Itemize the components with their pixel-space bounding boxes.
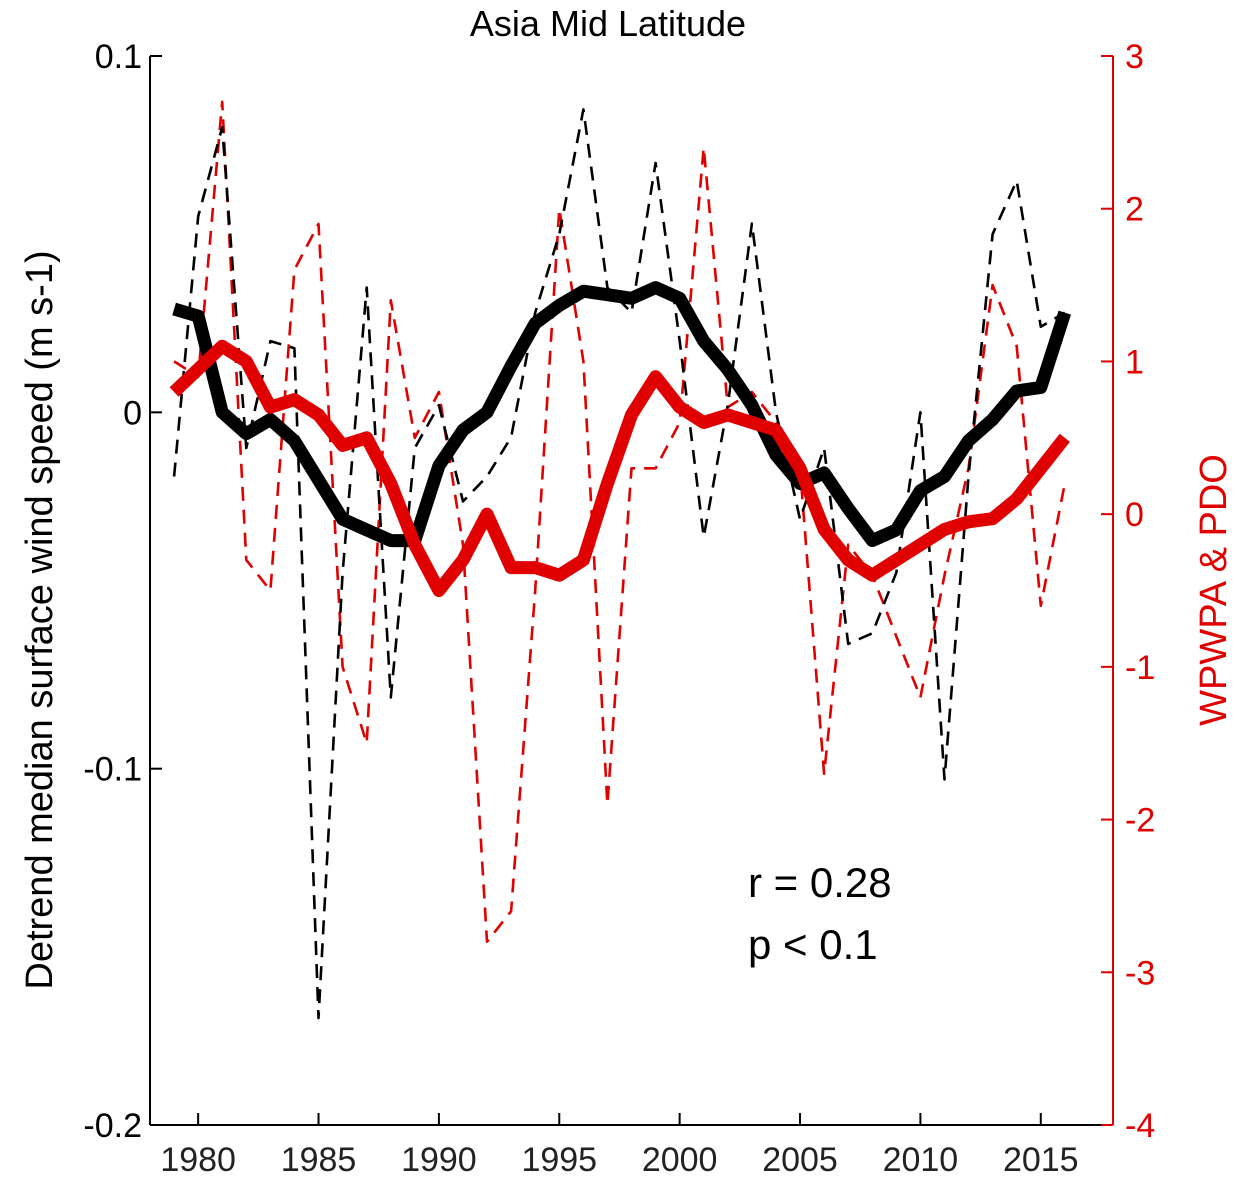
series-line-right-solid-thick (169, 339, 1070, 597)
right-y-tick-label: -4 (1125, 1107, 1155, 1145)
chart-title: Asia Mid Latitude (470, 3, 746, 44)
left-y-tick-label: 0 (123, 394, 142, 432)
right-axis-label: WPWPA & PDO (1193, 454, 1235, 726)
left-y-tick-label: 0.1 (95, 38, 142, 76)
x-tick-label: 1980 (160, 1141, 236, 1179)
right-y-tick-label: -1 (1125, 649, 1155, 687)
left-axis-label: Detrend median surface wind speed (m s-1… (19, 250, 61, 989)
annotation-r: r = 0.28 (748, 859, 892, 906)
x-tick-label: 2000 (642, 1141, 718, 1179)
axes: 0.1 0 -0.1 -0.2 3 2 1 0 -1 -2 -3 -4 1980 1985 1990 1995… (83, 38, 1155, 1179)
right-y-tick-label: -2 (1125, 802, 1155, 840)
series-line-right-dashed-thin (173, 100, 1067, 944)
annotation-p: p < 0.1 (748, 921, 878, 968)
right-y-tick-label: 2 (1125, 191, 1144, 229)
x-tick-label: 1990 (401, 1141, 477, 1179)
left-y-tick-label: -0.2 (83, 1107, 142, 1145)
series-line-left-solid-thick (172, 281, 1071, 548)
right-y-tick-label: 0 (1125, 496, 1144, 534)
x-tick-label: 1985 (281, 1141, 357, 1179)
left-y-tick-label: -0.1 (83, 751, 142, 789)
right-y-tick-label: -3 (1125, 954, 1155, 992)
right-y-tick-label: 1 (1125, 343, 1144, 381)
x-tick-label: 2005 (762, 1141, 838, 1179)
x-tick-label: 2015 (1003, 1141, 1079, 1179)
right-y-tick-label: 3 (1125, 38, 1144, 76)
series-group (169, 100, 1071, 1020)
x-tick-label: 2010 (883, 1141, 959, 1179)
x-tick-label: 1995 (521, 1141, 597, 1179)
